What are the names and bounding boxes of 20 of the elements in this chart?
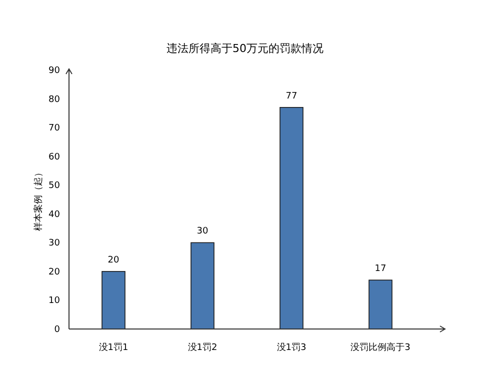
chart-title: 违法所得高于50万元的罚款情况 — [166, 42, 324, 55]
data-label: 30 — [196, 226, 208, 237]
y-axis-title: 样本案例（起） — [33, 168, 44, 231]
x-tick-label: 没罚比例高于3 — [350, 342, 410, 353]
y-tick-label: 40 — [48, 210, 60, 220]
x-tick-label: 没1罚3 — [276, 342, 306, 353]
y-tick-label: 60 — [48, 152, 60, 162]
x-tick-label: 没1罚2 — [188, 342, 218, 353]
y-tick-label: 30 — [48, 238, 60, 249]
data-label: 77 — [286, 91, 298, 102]
y-tick-label: 50 — [48, 181, 60, 192]
y-tick-label: 20 — [48, 267, 60, 278]
data-label: 17 — [374, 264, 386, 274]
x-tick-label: 没1罚1 — [98, 342, 128, 353]
y-tick-label: 10 — [48, 296, 60, 306]
y-tick-label: 70 — [48, 124, 60, 134]
y-tick-label: 80 — [48, 94, 60, 105]
y-tick-label: 0 — [54, 325, 60, 335]
data-label: 20 — [108, 255, 120, 266]
y-tick-label: 90 — [48, 66, 60, 76]
